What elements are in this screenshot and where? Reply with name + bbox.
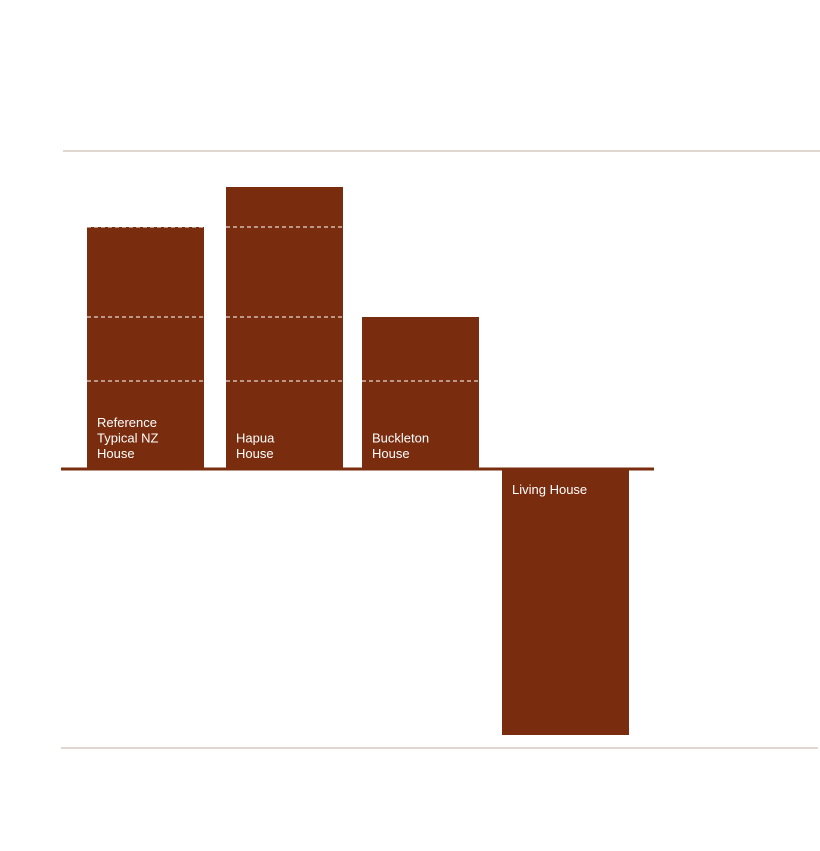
bar-label-line: House: [372, 446, 410, 461]
bar-label-line: Living House: [512, 482, 587, 497]
bar-label: Buckleton House: [372, 431, 429, 462]
bar-label-line: Hapua: [236, 431, 275, 446]
bar-label-line: House: [236, 446, 274, 461]
bar-group: Reference Typical NZ House: [87, 226, 204, 469]
bar-label: Living House: [512, 482, 587, 497]
bar: [226, 187, 343, 469]
bar: [362, 317, 479, 469]
bar-group: Buckleton House: [362, 317, 479, 469]
bar-label: Reference Typical NZ House: [97, 415, 158, 461]
bar-label-line: House: [97, 446, 135, 461]
bar-label-line: Typical NZ: [97, 431, 158, 446]
bar-label: Hapua House: [236, 431, 275, 462]
bar-group: Living House: [502, 469, 629, 735]
bar-label-line: Reference: [97, 415, 157, 430]
bar: [87, 227, 204, 469]
bar-label-line: Buckleton: [372, 431, 429, 446]
bar: [502, 469, 629, 735]
bar-group: Hapua House: [226, 187, 343, 469]
